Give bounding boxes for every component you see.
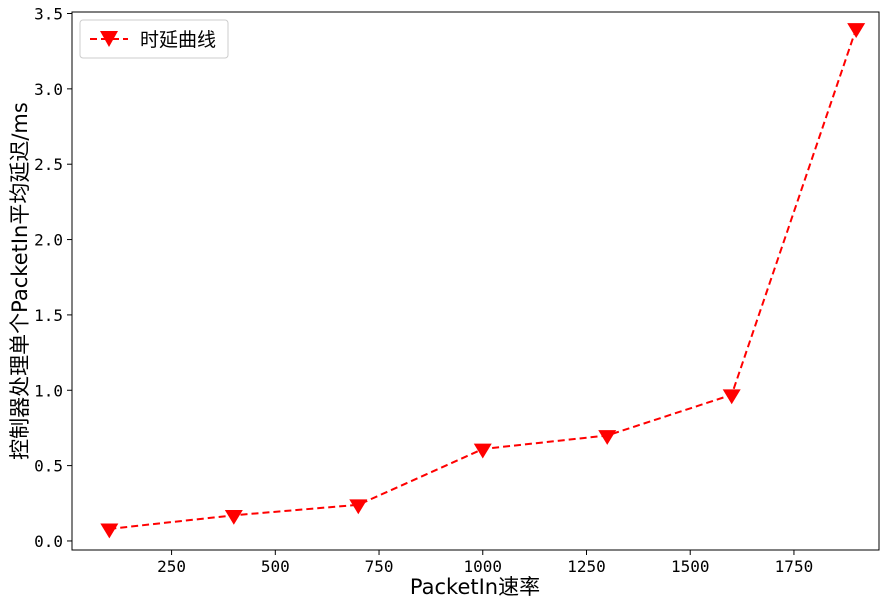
x-tick-label: 250 bbox=[157, 557, 186, 576]
x-tick-label: 750 bbox=[365, 557, 394, 576]
y-tick-label: 1.5 bbox=[34, 306, 63, 325]
y-tick-label: 3.0 bbox=[34, 80, 63, 99]
legend-label: 时延曲线 bbox=[140, 29, 216, 51]
x-axis-ticks: 250 500 750 1000 1250 1500 1750 bbox=[157, 550, 813, 576]
y-tick-label: 3.5 bbox=[34, 5, 63, 24]
y-tick-label: 2.0 bbox=[34, 231, 63, 250]
x-tick-label: 1000 bbox=[463, 557, 502, 576]
x-axis-label: PacketIn速率 bbox=[410, 575, 540, 599]
plot-area bbox=[72, 12, 879, 550]
x-tick-label: 1500 bbox=[671, 557, 710, 576]
y-axis-label: 控制器处理单个PacketIn平均延迟/ms bbox=[8, 102, 32, 460]
legend: 时延曲线 bbox=[80, 20, 228, 58]
y-axis-ticks: 0.0 0.5 1.0 1.5 2.0 2.5 3.0 3.5 bbox=[34, 5, 72, 551]
y-tick-label: 0.5 bbox=[34, 457, 63, 476]
x-tick-label: 1250 bbox=[567, 557, 606, 576]
y-tick-label: 1.0 bbox=[34, 381, 63, 400]
y-tick-label: 2.5 bbox=[34, 155, 63, 174]
y-tick-label: 0.0 bbox=[34, 532, 63, 551]
x-tick-label: 500 bbox=[261, 557, 290, 576]
x-tick-label: 1750 bbox=[775, 557, 814, 576]
